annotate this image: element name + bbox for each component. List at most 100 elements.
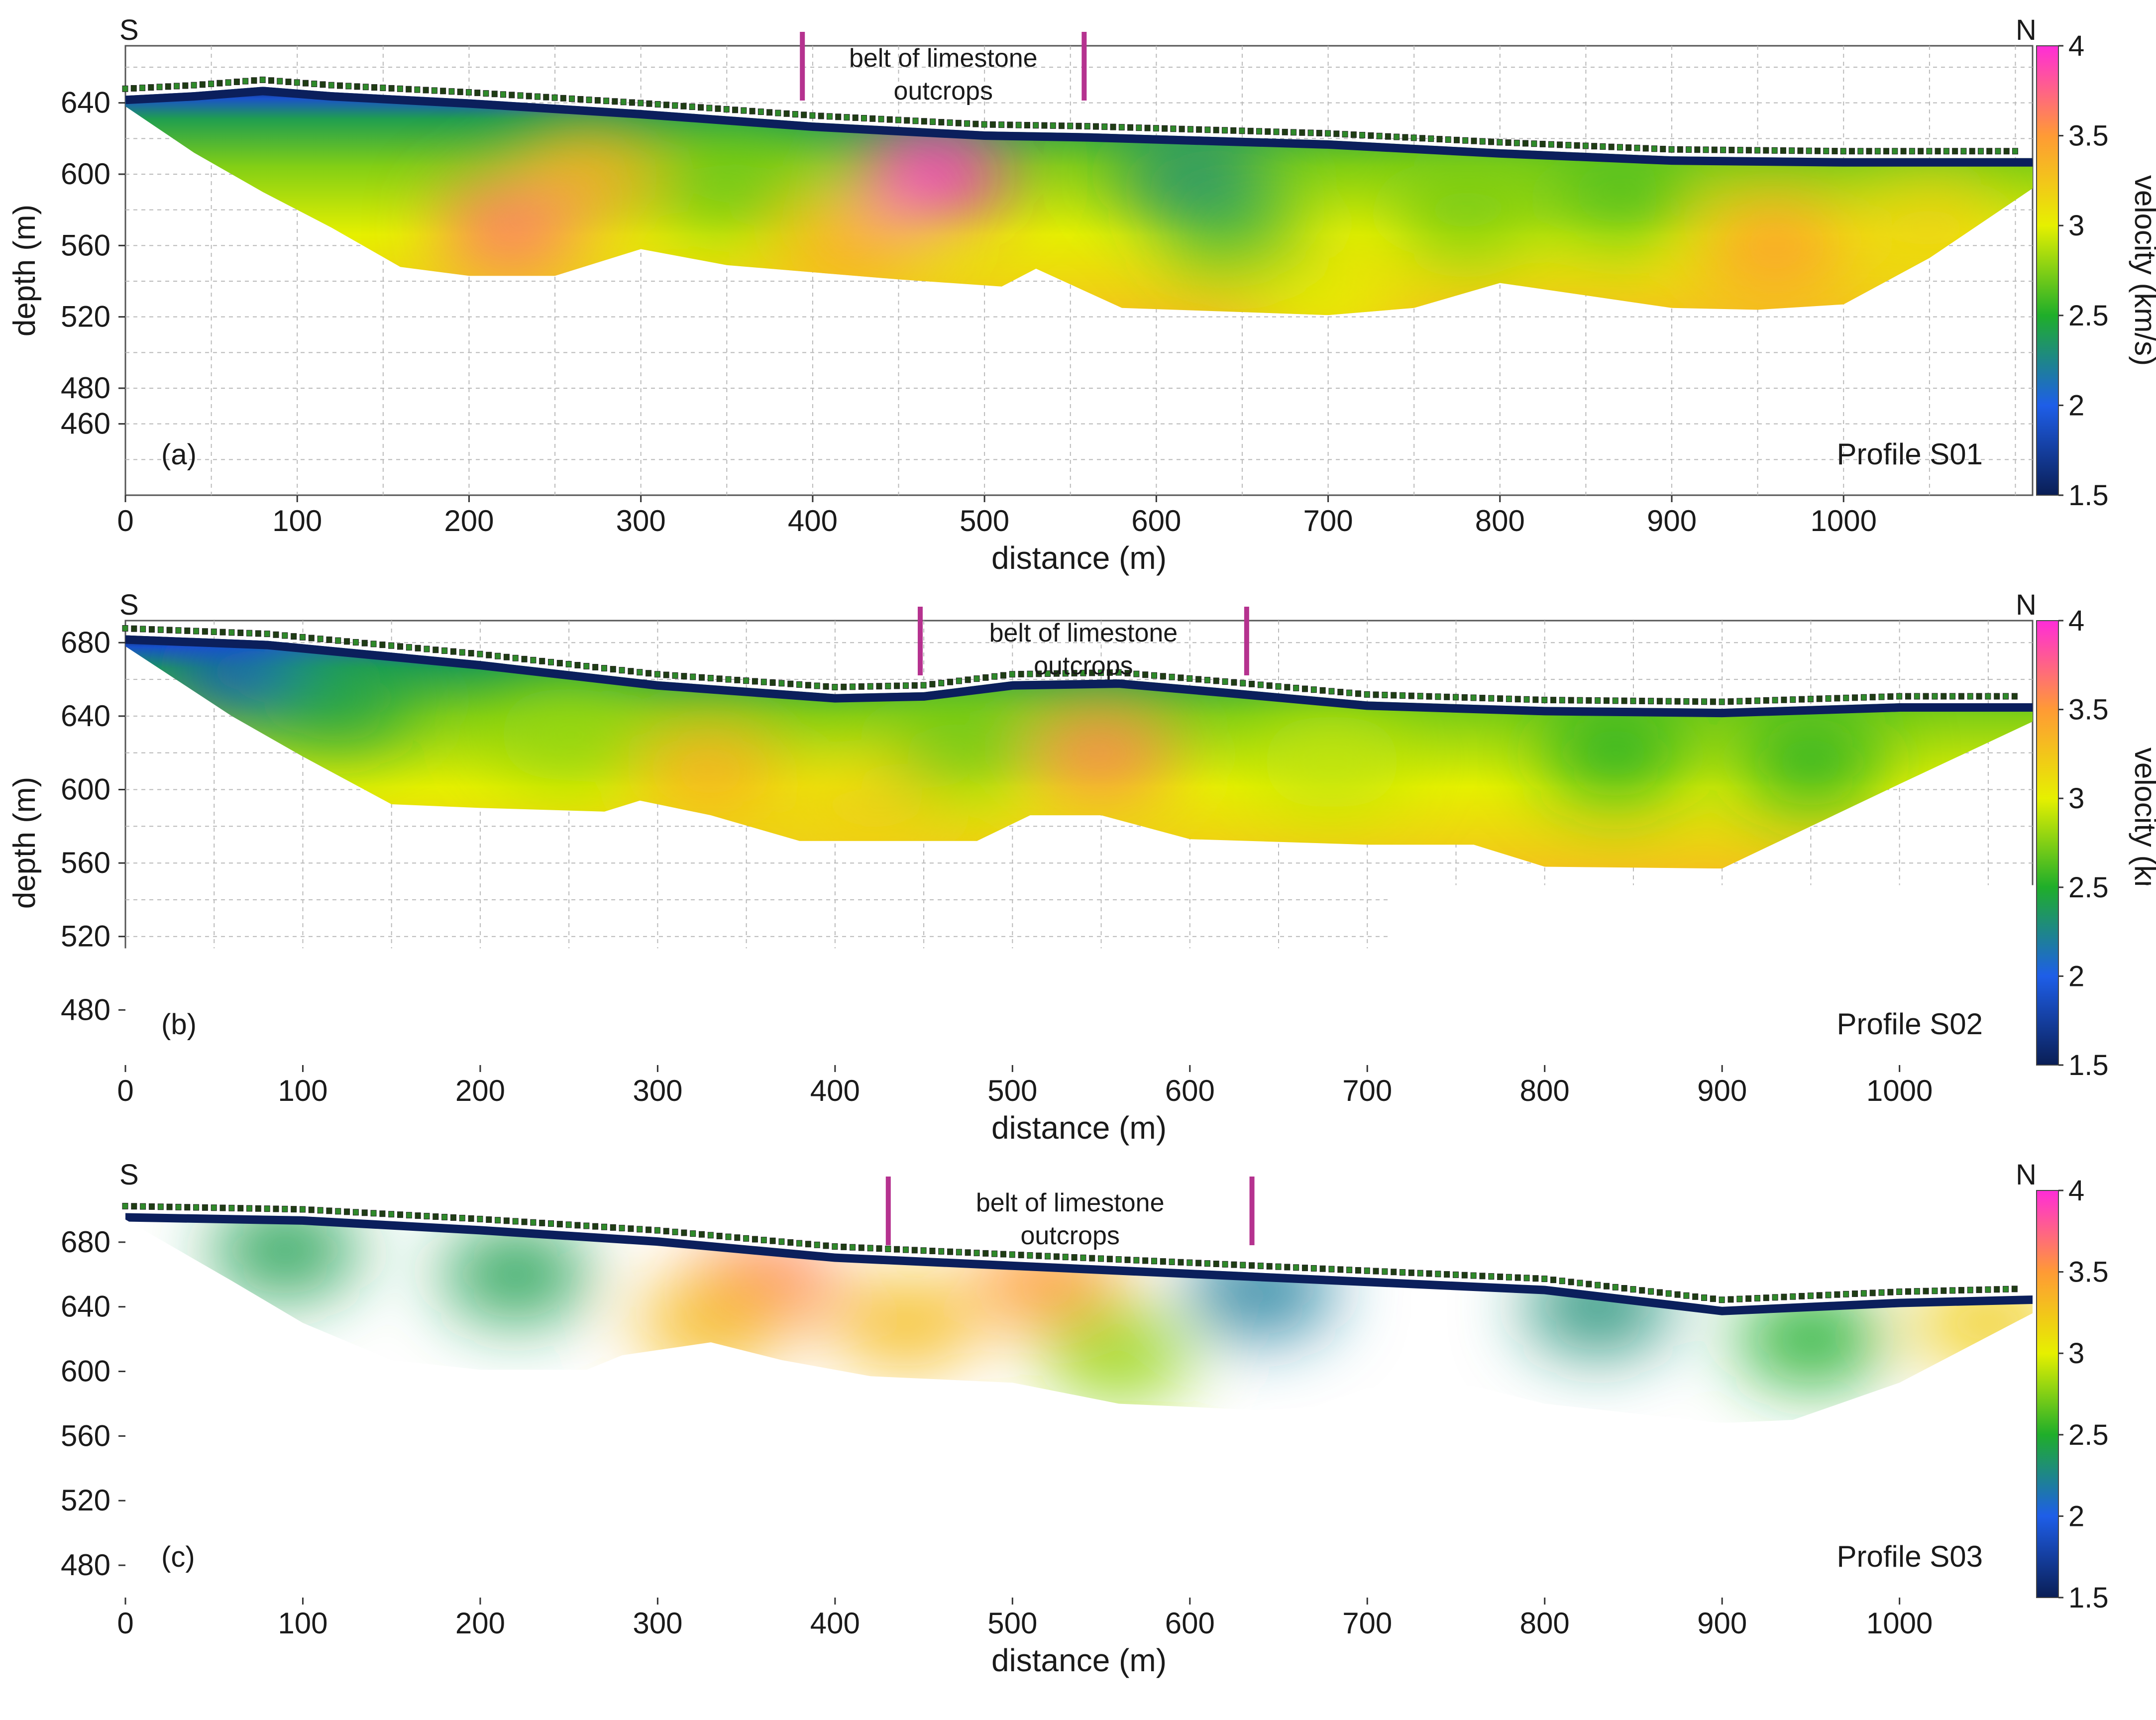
geophone-marker	[282, 1206, 288, 1212]
geophone-marker	[1471, 138, 1477, 144]
geophone-marker	[389, 643, 394, 648]
geophone-marker	[1428, 136, 1434, 142]
geophone-marker	[1276, 1264, 1281, 1270]
geophone-marker	[1737, 1296, 1742, 1302]
geophone-marker	[1291, 129, 1296, 135]
geophone-marker	[557, 660, 562, 666]
geophone-marker	[1325, 130, 1331, 136]
geophone-marker	[912, 1247, 917, 1253]
geophone-marker	[956, 1249, 962, 1255]
geophone-marker	[1923, 1288, 1929, 1294]
y-tick-label: 520	[61, 1484, 110, 1517]
x-tick-label: 400	[788, 504, 838, 538]
geophone-marker	[1737, 698, 1742, 704]
geophone-marker	[1222, 127, 1227, 133]
y-axis-title: depth (m)	[7, 1328, 42, 1460]
geophone-marker	[1076, 123, 1081, 129]
geophone-marker	[1789, 148, 1795, 154]
geophone-marker	[1506, 140, 1511, 146]
y-tick-label: 460	[61, 407, 110, 440]
colorbar-gradient	[2037, 1190, 2058, 1598]
y-axis-title: depth (m)	[7, 777, 42, 909]
geophone-marker	[1630, 698, 1636, 704]
geophone-marker	[566, 661, 571, 667]
geophone-marker	[1196, 1260, 1201, 1266]
geophone-marker	[621, 99, 626, 105]
geophone-marker	[1781, 697, 1787, 703]
geophone-marker	[260, 77, 265, 83]
geophone-marker	[1815, 148, 1820, 154]
geophone-marker	[1027, 671, 1033, 677]
geophone-marker	[372, 85, 377, 91]
geophone-marker	[1832, 148, 1837, 154]
geophone-marker	[894, 683, 900, 689]
geophone-marker	[440, 88, 446, 94]
colorbar-title: velocity (km/s)	[2129, 1298, 2156, 1489]
geophone-marker	[715, 106, 721, 111]
geophone-marker	[1613, 698, 1618, 704]
geophone-marker	[1282, 129, 1288, 135]
annotation-line-2: outcrops	[1034, 651, 1133, 680]
x-tick-label: 200	[455, 1607, 505, 1640]
geophone-marker	[646, 670, 651, 676]
geophone-marker	[1274, 129, 1279, 135]
geophone-marker	[1196, 126, 1202, 132]
geophone-marker	[612, 99, 618, 105]
geophone-marker	[1524, 696, 1529, 702]
geophone-marker	[337, 83, 343, 89]
geophone-marker	[1435, 1271, 1441, 1277]
geophone-marker	[183, 83, 188, 89]
geophone-marker	[247, 1205, 252, 1211]
geophone-marker	[1866, 148, 1872, 154]
geophone-marker	[1364, 691, 1370, 697]
y-tick-label: 600	[61, 772, 110, 806]
geophone-marker	[726, 1234, 731, 1240]
geophone-marker	[788, 681, 793, 687]
geophone-marker	[492, 91, 497, 97]
colorbar-title: velocity (km/s)	[2129, 175, 2156, 366]
geophone-marker	[1489, 1274, 1494, 1280]
geophone-marker	[604, 98, 609, 104]
geophone-marker	[194, 628, 199, 634]
geophone-marker	[1169, 1259, 1175, 1265]
geophone-marker	[277, 78, 283, 84]
geophone-marker	[610, 666, 616, 672]
geophone-marker	[477, 651, 483, 657]
geophone-marker	[539, 1220, 545, 1226]
geophone-marker	[1110, 124, 1116, 130]
geophone-marker	[876, 1246, 882, 1252]
x-tick-label: 400	[810, 1607, 860, 1640]
geophone-marker	[1462, 694, 1467, 700]
geophone-marker	[1151, 672, 1157, 678]
geophone-marker	[1063, 1254, 1068, 1260]
geophone-marker	[1897, 693, 1902, 699]
geophone-marker	[273, 1206, 279, 1212]
geophone-marker	[1852, 1291, 1858, 1297]
geophone-marker	[1551, 697, 1556, 703]
annotation-line-1: belt of limestone	[989, 619, 1178, 647]
x-axis-title: distance (m)	[991, 1642, 1167, 1678]
colorbar-tick-label: 3.5	[2068, 694, 2109, 726]
geophone-marker	[211, 629, 216, 635]
geophone-marker	[1660, 146, 1666, 152]
geophone-marker	[303, 80, 308, 86]
geophone-marker	[1918, 148, 1924, 154]
geophone-marker	[1630, 1287, 1636, 1292]
colorbar-tick-label: 3	[2068, 782, 2084, 815]
geophone-marker	[672, 103, 678, 108]
geophone-marker	[158, 627, 163, 633]
geophone-marker	[165, 84, 171, 90]
geophone-marker	[1426, 693, 1432, 699]
geophone-marker	[326, 1208, 332, 1214]
geophone-marker	[371, 641, 376, 647]
geophone-marker	[406, 86, 412, 92]
geophone-marker	[999, 122, 1004, 128]
geophone-marker	[699, 674, 705, 680]
geophone-marker	[1710, 1296, 1716, 1302]
geophone-marker	[282, 633, 288, 639]
velocity-anomaly	[884, 696, 1034, 791]
geophone-marker	[1719, 699, 1725, 705]
geophone-marker	[1240, 680, 1246, 686]
geophone-marker	[1798, 148, 1803, 154]
velocity-anomaly	[1700, 198, 1849, 293]
